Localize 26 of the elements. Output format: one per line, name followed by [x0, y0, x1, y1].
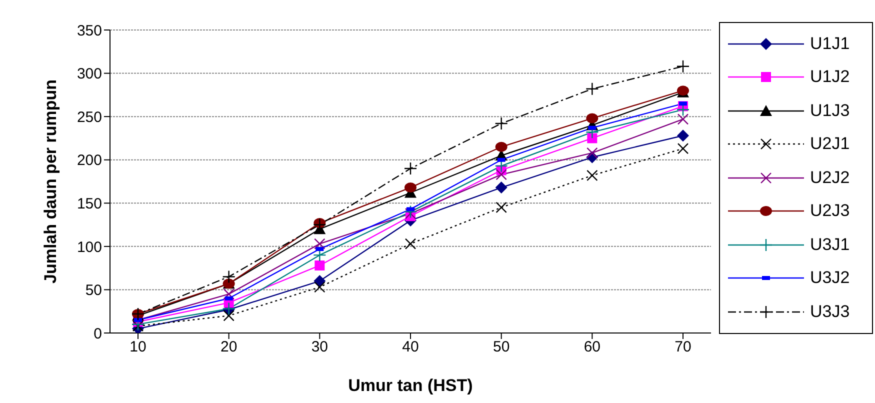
legend-label: U2J2: [810, 168, 850, 188]
x-tick-label: 20: [220, 338, 238, 356]
legend-label: U3J1: [810, 234, 850, 255]
y-tick-label: 200: [76, 152, 102, 170]
x-tick-label: 60: [584, 338, 601, 356]
x-tick-label: 30: [311, 338, 328, 356]
y-tick-label: 250: [76, 108, 102, 126]
y-tick-label: 0: [94, 325, 102, 342]
y-tick-label: 300: [76, 66, 102, 83]
legend-label: U1J1: [810, 34, 850, 54]
legend-label: U2J3: [810, 201, 850, 222]
legend-label: U1J3: [810, 100, 850, 121]
legend-label: U3J2: [810, 268, 850, 288]
legend-label: U1J2: [810, 67, 850, 88]
y-tick-label: 350: [76, 22, 102, 40]
x-tick-label: 40: [402, 338, 419, 356]
x-tick-label: 10: [130, 338, 146, 356]
y-tick-label: 100: [76, 238, 102, 256]
x-tick-label: 70: [674, 338, 692, 356]
legend-label: U3J3: [810, 302, 850, 322]
x-tick-label: 50: [492, 338, 510, 356]
legend-label: U2J1: [810, 134, 850, 154]
y-tick-label: 50: [85, 282, 102, 300]
x-axis-title: Umur tan (HST): [348, 376, 473, 395]
y-axis-title: Jumlah daun per rumpun: [41, 79, 60, 284]
y-tick-label: 150: [76, 195, 102, 212]
